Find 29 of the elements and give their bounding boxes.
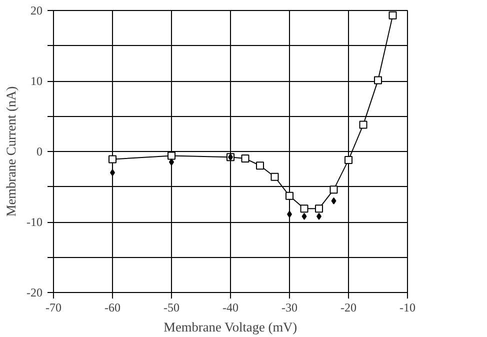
x-axis-title: Membrane Voltage (mV)	[164, 320, 298, 334]
point	[302, 212, 307, 220]
point	[330, 186, 338, 194]
point	[108, 155, 116, 164]
point	[388, 11, 397, 20]
y-tick-label: -20	[26, 286, 43, 300]
point	[286, 192, 294, 200]
x-tick-label: -40	[222, 300, 238, 314]
point	[359, 120, 368, 129]
x-tick-label: -70	[46, 300, 62, 314]
point	[331, 197, 336, 204]
y-tick-label: 20	[30, 4, 42, 18]
y-tick-label: 10	[30, 74, 42, 88]
x-tick-label: -10	[400, 300, 416, 314]
point	[241, 154, 250, 163]
point	[256, 162, 264, 170]
x-tick-label: -60	[104, 300, 120, 314]
point	[374, 76, 382, 84]
point	[300, 204, 308, 213]
y-tick-label: -10	[26, 215, 43, 229]
y-tick-label: 0	[36, 144, 42, 158]
y-axis-title: Membrane Current (nA)	[4, 86, 19, 217]
point	[315, 204, 323, 213]
x-tick-label: -30	[282, 300, 298, 314]
point	[344, 156, 352, 164]
point	[270, 172, 279, 181]
x-tick-label: -20	[340, 300, 356, 314]
point	[168, 152, 176, 160]
x-tick-label: -50	[164, 300, 180, 314]
